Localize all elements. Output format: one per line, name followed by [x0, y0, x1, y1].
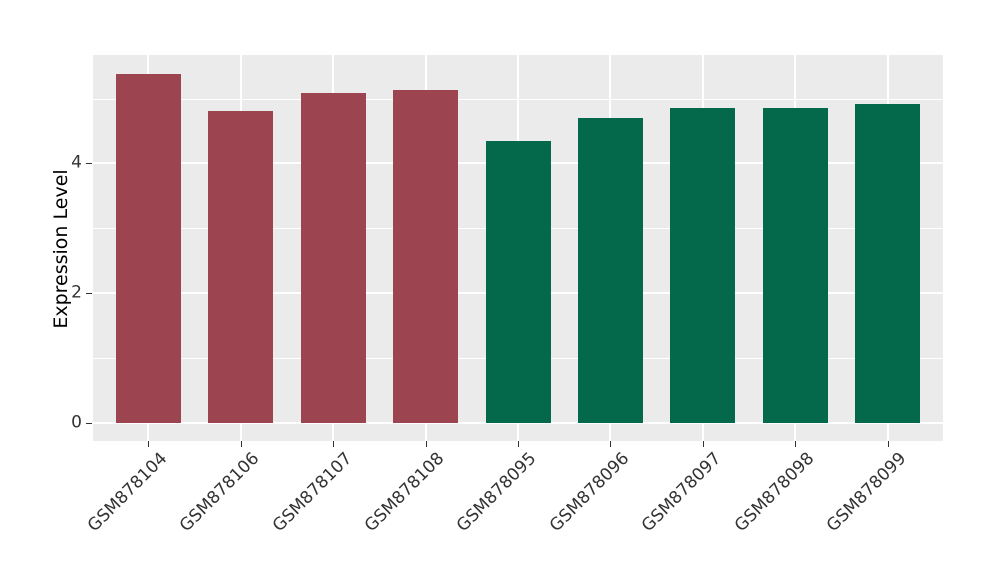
- bar: [855, 103, 921, 423]
- bar: [670, 107, 736, 423]
- y-tick-label: 0: [71, 412, 82, 433]
- x-tick-mark: [702, 441, 704, 447]
- bar: [208, 110, 274, 423]
- y-tick-mark: [86, 163, 92, 165]
- bar: [577, 117, 643, 423]
- plot-panel: [93, 55, 943, 441]
- x-tick-label: GSM878106: [176, 448, 264, 536]
- x-tick-label: GSM878104: [83, 448, 172, 536]
- bar: [485, 140, 551, 423]
- x-tick-label: GSM878098: [730, 448, 818, 536]
- x-tick-label: GSM878095: [453, 448, 541, 536]
- y-tick-mark: [86, 293, 92, 295]
- bar: [762, 107, 828, 423]
- bar: [300, 92, 366, 423]
- x-tick-label: GSM878107: [268, 448, 356, 536]
- x-tick-mark: [333, 441, 335, 447]
- y-tick-label: 4: [71, 152, 82, 173]
- x-tick-mark: [610, 441, 612, 447]
- x-tick-mark: [518, 441, 519, 447]
- x-tick-mark: [425, 441, 427, 447]
- bar: [115, 73, 181, 423]
- x-tick-label: GSM878096: [545, 448, 634, 536]
- x-tick-mark: [240, 441, 242, 447]
- y-tick-mark: [86, 423, 92, 424]
- x-tick-mark: [887, 441, 889, 447]
- x-tick-label: GSM878108: [360, 448, 449, 536]
- bar: [393, 90, 459, 423]
- y-axis-title: Expression Level: [50, 169, 72, 329]
- y-tick-label: 2: [71, 282, 82, 303]
- x-tick-mark: [795, 441, 797, 447]
- x-tick-mark: [148, 441, 150, 447]
- x-tick-label: GSM878099: [822, 448, 911, 536]
- x-tick-label: GSM878097: [638, 448, 726, 536]
